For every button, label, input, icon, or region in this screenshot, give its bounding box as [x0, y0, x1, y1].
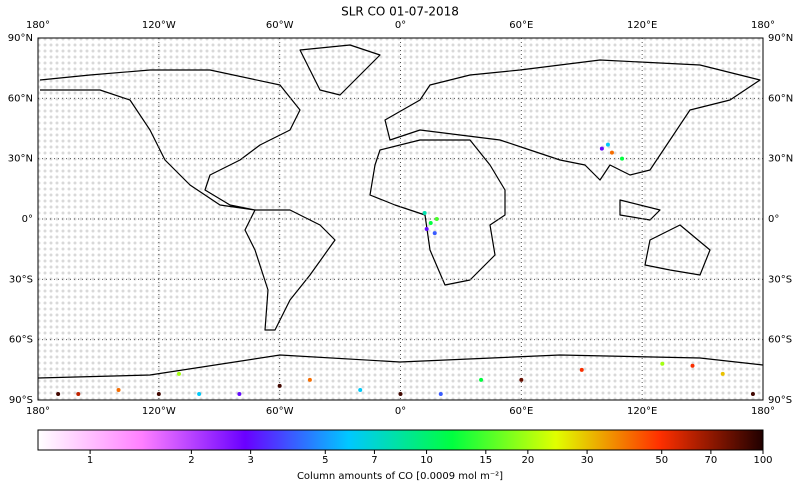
co-observation: [307, 377, 312, 382]
lon-label: 180°: [751, 406, 775, 417]
co-observation: [424, 227, 429, 232]
co-observation: [438, 391, 443, 396]
colorbar-tick-label: 50: [655, 455, 668, 466]
co-observation: [519, 377, 524, 382]
map-title: SLR CO 01-07-2018: [341, 5, 459, 19]
lon-label: 60°W: [266, 406, 294, 417]
coastlines: [37, 44, 764, 379]
co-observation: [76, 391, 81, 396]
map-frame: [37, 37, 764, 401]
co-observation: [176, 371, 181, 376]
co-observation: [720, 371, 725, 376]
lat-label: 30°S: [9, 274, 33, 285]
co-observation: [750, 391, 755, 396]
lat-label: 0°: [22, 214, 33, 225]
lon-label: 120°E: [627, 406, 657, 417]
co-observation: [434, 217, 439, 221]
lon-label: 0°: [395, 20, 406, 31]
co-observation: [609, 150, 614, 155]
lat-label: 60°S: [768, 335, 792, 346]
lat-label: 30°N: [768, 154, 793, 165]
co-observation: [599, 146, 604, 151]
lon-label: 120°E: [627, 20, 657, 31]
co-observation: [428, 221, 433, 226]
colorbar-tick-label: 15: [479, 455, 492, 466]
colorbar-tick-label: 3: [247, 455, 253, 466]
lon-label: 120°W: [142, 406, 176, 417]
lat-label: 30°N: [8, 154, 33, 165]
lat-label: 90°N: [8, 33, 33, 44]
co-observation: [156, 391, 161, 396]
colorbar-tick-label: 30: [581, 455, 594, 466]
co-observation: [479, 377, 484, 382]
colorbar-tick-label: 2: [188, 455, 194, 466]
co-observation: [422, 210, 427, 215]
lon-label: 180°: [26, 20, 50, 31]
lat-label: 30°S: [768, 274, 792, 285]
lon-label: 180°: [751, 20, 775, 31]
co-observation: [690, 363, 695, 368]
lat-label: 60°N: [768, 93, 793, 104]
co-observation: [660, 361, 665, 366]
colorbar-tick-label: 100: [753, 455, 772, 466]
lat-label: 90°S: [9, 395, 33, 406]
colorbar-tick-label: 7: [371, 455, 377, 466]
co-observation: [605, 142, 610, 147]
lat-label: 90°S: [768, 395, 792, 406]
colorbar-tick-label: 20: [521, 455, 534, 466]
lat-label: 90°N: [768, 33, 793, 44]
colorbar-tick-label: 5: [322, 455, 328, 466]
co-observation: [620, 156, 625, 161]
lon-label: 180°: [26, 406, 50, 417]
co-observation: [237, 391, 242, 396]
colorbar: [37, 429, 764, 451]
lat-label: 60°N: [8, 93, 33, 104]
colorbar-tick-label: 1: [87, 455, 93, 466]
co-observation: [116, 387, 121, 392]
colorbar-tick-label: 10: [420, 455, 433, 466]
lon-label: 0°: [395, 406, 406, 417]
lon-label: 60°E: [509, 20, 533, 31]
lon-label: 60°E: [509, 406, 533, 417]
lon-label: 120°W: [142, 20, 176, 31]
co-observation: [56, 391, 61, 396]
co-observation: [277, 383, 282, 388]
co-observation: [398, 391, 403, 396]
co-observation: [197, 391, 202, 396]
co-observation: [358, 387, 363, 392]
lat-label: 0°: [768, 214, 779, 225]
co-observation: [579, 367, 584, 372]
lon-label: 60°W: [266, 20, 294, 31]
colorbar-label: Column amounts of CO [0.0009 mol m⁻²]: [297, 471, 503, 482]
colorbar-tick-label: 70: [705, 455, 718, 466]
lat-label: 60°S: [9, 335, 33, 346]
co-observation: [432, 231, 437, 236]
